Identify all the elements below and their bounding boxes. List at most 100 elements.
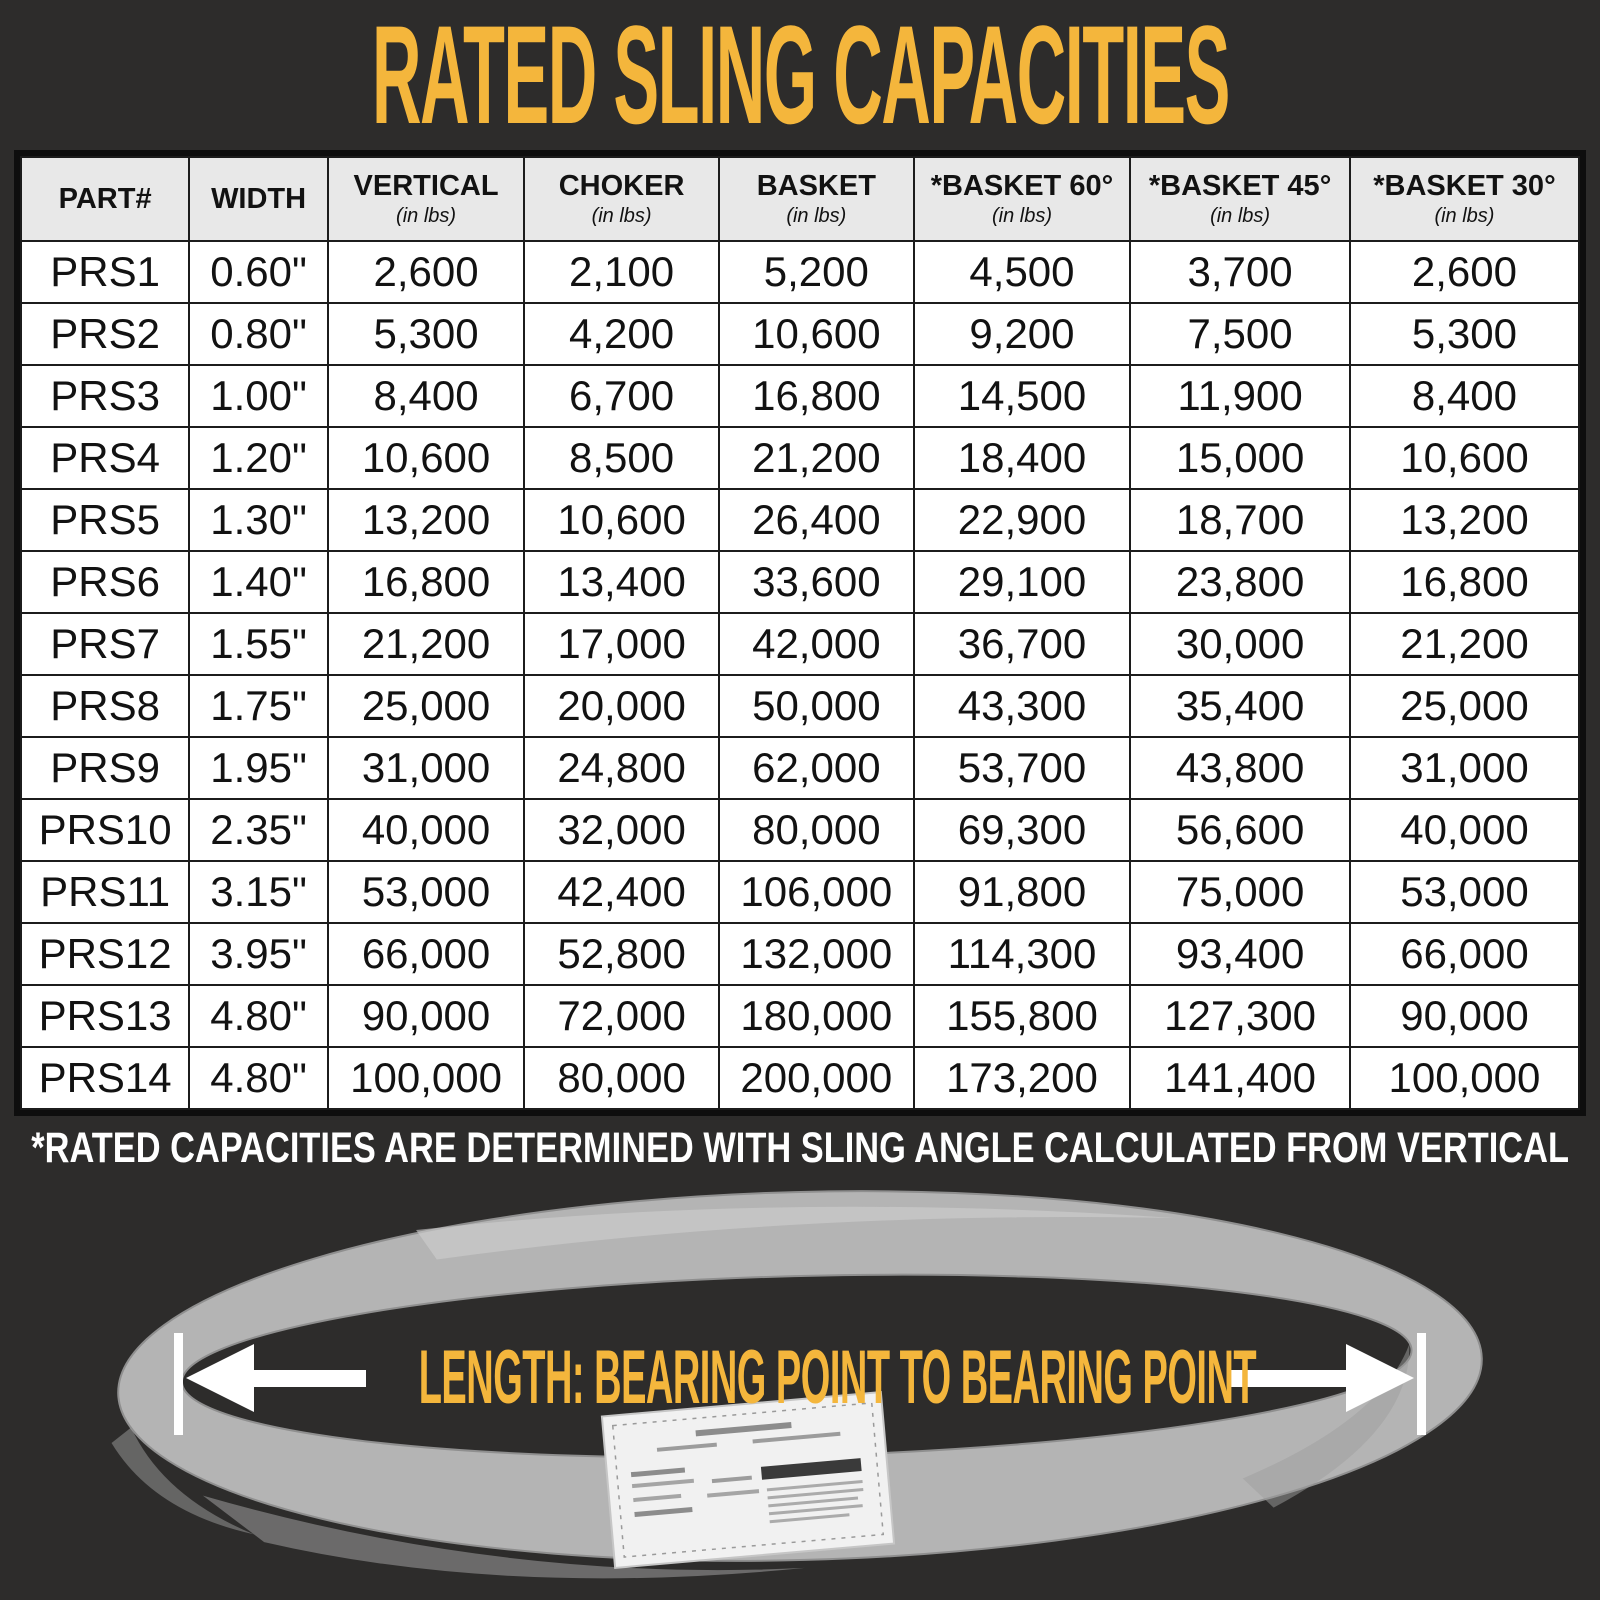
table-cell: 16,800: [1348, 550, 1581, 614]
table-header: PART# WIDTH VERTICAL (in lbs) CHOKER (in lbs)…: [19, 156, 1581, 242]
table-cell: 93,400: [1129, 922, 1351, 986]
table-cell: 8,500: [523, 426, 720, 490]
table-cell: 40,000: [326, 798, 526, 862]
table-cell: PRS8: [19, 674, 191, 738]
capacity-table-frame: PART# WIDTH VERTICAL (in lbs) CHOKER (in lbs)…: [14, 150, 1586, 1116]
page-title: RATED SLING CAPACITIES: [371, 0, 1230, 153]
table-cell: 21,200: [326, 612, 526, 676]
table-cell: 69,300: [912, 798, 1132, 862]
table-row: PRS4 1.20" 10,600 8,500 21,200 18,400 15,000 10…: [19, 426, 1581, 490]
table-cell: 180,000: [717, 984, 915, 1048]
table-cell: 53,700: [912, 736, 1132, 800]
column-header: *BASKET 60° (in lbs): [912, 156, 1132, 242]
table-cell: 35,400: [1129, 674, 1351, 738]
table-cell: 43,300: [912, 674, 1132, 738]
sling-photo: [111, 1190, 1483, 1579]
table-cell: 42,000: [717, 612, 915, 676]
table-cell: 72,000: [523, 984, 720, 1048]
table-cell: 0.80": [188, 302, 329, 366]
table-cell: 90,000: [1348, 984, 1581, 1048]
table-cell: 4.80": [188, 984, 329, 1048]
table-cell: 75,000: [1129, 860, 1351, 924]
table-cell: 106,000: [717, 860, 915, 924]
column-header: *BASKET 45° (in lbs): [1129, 156, 1351, 242]
table-cell: 56,600: [1129, 798, 1351, 862]
table-cell: 42,400: [523, 860, 720, 924]
table-cell: 31,000: [326, 736, 526, 800]
table-cell: 24,800: [523, 736, 720, 800]
table-cell: 16,800: [717, 364, 915, 428]
table-cell: 4,200: [523, 302, 720, 366]
table-cell: 17,000: [523, 612, 720, 676]
table-row: PRS13 4.80" 90,000 72,000 180,000 155,800 127,…: [19, 984, 1581, 1048]
table-row: PRS14 4.80" 100,000 80,000 200,000 173,200 141…: [19, 1046, 1581, 1110]
table-cell: PRS2: [19, 302, 191, 366]
table-cell: PRS11: [19, 860, 191, 924]
table-cell: 62,000: [717, 736, 915, 800]
table-row: PRS1 0.60" 2,600 2,100 5,200 4,500 3,700 2,600: [19, 240, 1581, 304]
table-cell: PRS9: [19, 736, 191, 800]
table-cell: 141,400: [1129, 1046, 1351, 1110]
table-cell: 114,300: [912, 922, 1132, 986]
bearing-point-left-bar: [174, 1333, 183, 1435]
table-cell: 8,400: [326, 364, 526, 428]
table-cell: 5,200: [717, 240, 915, 304]
table-cell: 10,600: [1348, 426, 1581, 490]
table-cell: 18,400: [912, 426, 1132, 490]
table-cell: 13,200: [326, 488, 526, 552]
table-cell: 155,800: [912, 984, 1132, 1048]
column-header: BASKET (in lbs): [717, 156, 915, 242]
table-cell: 10,600: [717, 302, 915, 366]
column-header: VERTICAL (in lbs): [326, 156, 526, 242]
bearing-point-right-bar: [1417, 1333, 1426, 1435]
table-cell: PRS10: [19, 798, 191, 862]
sling-tag: [600, 1391, 896, 1569]
table-cell: 52,800: [523, 922, 720, 986]
column-header: *BASKET 30° (in lbs): [1348, 156, 1581, 242]
table-cell: 10,600: [523, 488, 720, 552]
table-body: PRS1 0.60" 2,600 2,100 5,200 4,500 3,700 2,600 P…: [19, 240, 1581, 1110]
table-cell: 100,000: [326, 1046, 526, 1110]
sling-length-diagram: LENGTH: BEARING POINT TO BEARING POINT: [0, 1180, 1600, 1596]
column-header: PART#: [19, 156, 191, 242]
table-cell: 1.30": [188, 488, 329, 552]
table-cell: 0.60": [188, 240, 329, 304]
table-cell: 80,000: [523, 1046, 720, 1110]
table-cell: 2,600: [1348, 240, 1581, 304]
table-cell: 2.35": [188, 798, 329, 862]
table-cell: 22,900: [912, 488, 1132, 552]
table-cell: 30,000: [1129, 612, 1351, 676]
table-cell: 5,300: [326, 302, 526, 366]
header-row: PART# WIDTH VERTICAL (in lbs) CHOKER (in lbs)…: [19, 156, 1581, 242]
table-cell: 1.20": [188, 426, 329, 490]
table-cell: 2,100: [523, 240, 720, 304]
table-cell: 100,000: [1348, 1046, 1581, 1110]
table-cell: 10,600: [326, 426, 526, 490]
table-row: PRS11 3.15" 53,000 42,400 106,000 91,800 75,00…: [19, 860, 1581, 924]
table-row: PRS6 1.40" 16,800 13,400 33,600 29,100 23,800 1…: [19, 550, 1581, 614]
table-row: PRS8 1.75" 25,000 20,000 50,000 43,300 35,400 2…: [19, 674, 1581, 738]
table-cell: 1.75": [188, 674, 329, 738]
table-cell: 15,000: [1129, 426, 1351, 490]
table-row: PRS12 3.95" 66,000 52,800 132,000 114,300 93,4…: [19, 922, 1581, 986]
table-cell: 173,200: [912, 1046, 1132, 1110]
table-cell: 3.95": [188, 922, 329, 986]
table-cell: PRS13: [19, 984, 191, 1048]
table-cell: 25,000: [326, 674, 526, 738]
table-cell: 13,400: [523, 550, 720, 614]
table-cell: 9,200: [912, 302, 1132, 366]
table-cell: 2,600: [326, 240, 526, 304]
table-cell: 16,800: [326, 550, 526, 614]
table-cell: 1.95": [188, 736, 329, 800]
table-cell: 7,500: [1129, 302, 1351, 366]
capacity-table: PART# WIDTH VERTICAL (in lbs) CHOKER (in lbs)…: [19, 156, 1581, 1110]
table-cell: 50,000: [717, 674, 915, 738]
table-cell: 33,600: [717, 550, 915, 614]
table-cell: 91,800: [912, 860, 1132, 924]
table-cell: PRS1: [19, 240, 191, 304]
table-cell: 40,000: [1348, 798, 1581, 862]
table-cell: 36,700: [912, 612, 1132, 676]
table-cell: 4.80": [188, 1046, 329, 1110]
table-cell: 53,000: [1348, 860, 1581, 924]
table-cell: 11,900: [1129, 364, 1351, 428]
